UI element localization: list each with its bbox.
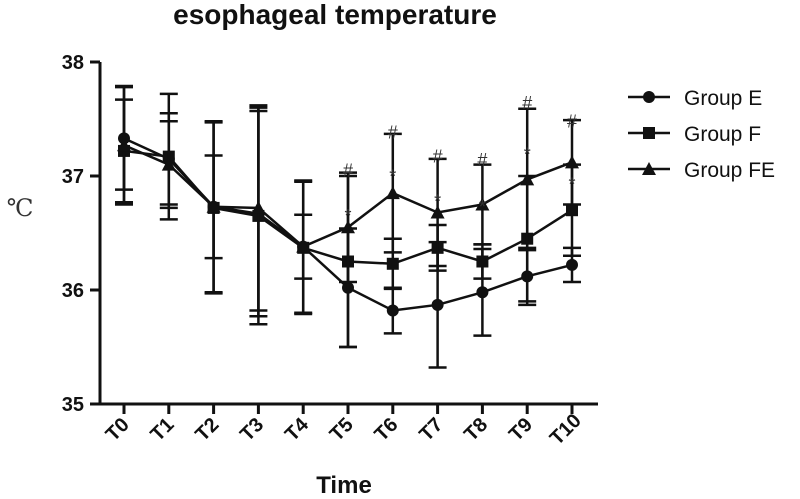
- x-tick-label: T10: [546, 410, 586, 450]
- legend-marker: [642, 162, 656, 175]
- data-point: [566, 258, 578, 271]
- x-tick-label: T1: [147, 414, 179, 446]
- y-axis-label: ℃: [7, 194, 34, 222]
- data-point: [476, 286, 489, 299]
- x-tick-label: T5: [326, 414, 358, 446]
- significance-star: *: [524, 145, 531, 165]
- series-group-fe: [115, 84, 581, 312]
- significance-hash: #: [343, 160, 353, 180]
- significance-star: *: [479, 197, 486, 217]
- x-tick-label: T2: [191, 414, 223, 446]
- significance-hash: #: [388, 123, 398, 143]
- legend-marker: [643, 91, 655, 103]
- data-point: [476, 255, 489, 268]
- significance-star: *: [344, 206, 351, 226]
- legend-item: Group F: [628, 123, 761, 146]
- legend-label: Group F: [684, 123, 761, 146]
- x-tick-label: T6: [371, 414, 403, 446]
- significance-hash: #: [567, 111, 577, 131]
- y-tick-label: 35: [62, 394, 84, 416]
- data-point: [386, 304, 399, 317]
- data-point: [117, 138, 131, 152]
- data-point: [475, 197, 490, 211]
- x-tick-label: T8: [460, 414, 492, 446]
- data-point: [161, 157, 176, 171]
- significance-hash: #: [433, 147, 443, 167]
- chart-title: esophageal temperature: [173, 0, 497, 30]
- legend: Group E Group F Group FE: [628, 87, 775, 182]
- significance-star: *: [389, 166, 396, 186]
- data-point: [566, 204, 578, 217]
- legend-item: Group FE: [628, 159, 775, 182]
- y-tick-label: 38: [62, 52, 84, 74]
- data-point: [386, 257, 399, 270]
- x-tick-label: T7: [415, 414, 447, 446]
- data-point: [431, 298, 444, 311]
- significance-hash: #: [522, 93, 532, 113]
- x-tick-label: T3: [236, 414, 268, 446]
- legend-label: Group FE: [684, 159, 775, 182]
- data-point: [565, 155, 579, 169]
- significance-hash: #: [477, 150, 487, 170]
- x-tick-label: T9: [505, 414, 537, 446]
- data-point: [251, 200, 266, 214]
- data-point: [341, 220, 355, 234]
- data-point: [296, 239, 311, 253]
- y-tick-label: 37: [62, 166, 84, 188]
- plot-area: 35 36 37 38 T0 T1 T2 T3 T4 T5 T6 T7 T8 T9 T10 * # * # * # * # *…: [62, 52, 598, 450]
- x-tick-label: T0: [102, 414, 134, 446]
- y-tick-label: 36: [62, 280, 84, 302]
- significance-star: *: [434, 191, 441, 211]
- significance-star: *: [568, 174, 575, 194]
- legend-label: Group E: [684, 87, 762, 110]
- x-axis-label: Time: [316, 472, 372, 499]
- data-point: [430, 205, 445, 219]
- legend-item: Group E: [628, 87, 762, 110]
- data-point: [520, 172, 535, 186]
- x-tick-label: T4: [281, 413, 314, 446]
- data-point: [206, 199, 221, 213]
- legend-marker: [643, 127, 655, 139]
- data-point: [385, 186, 400, 200]
